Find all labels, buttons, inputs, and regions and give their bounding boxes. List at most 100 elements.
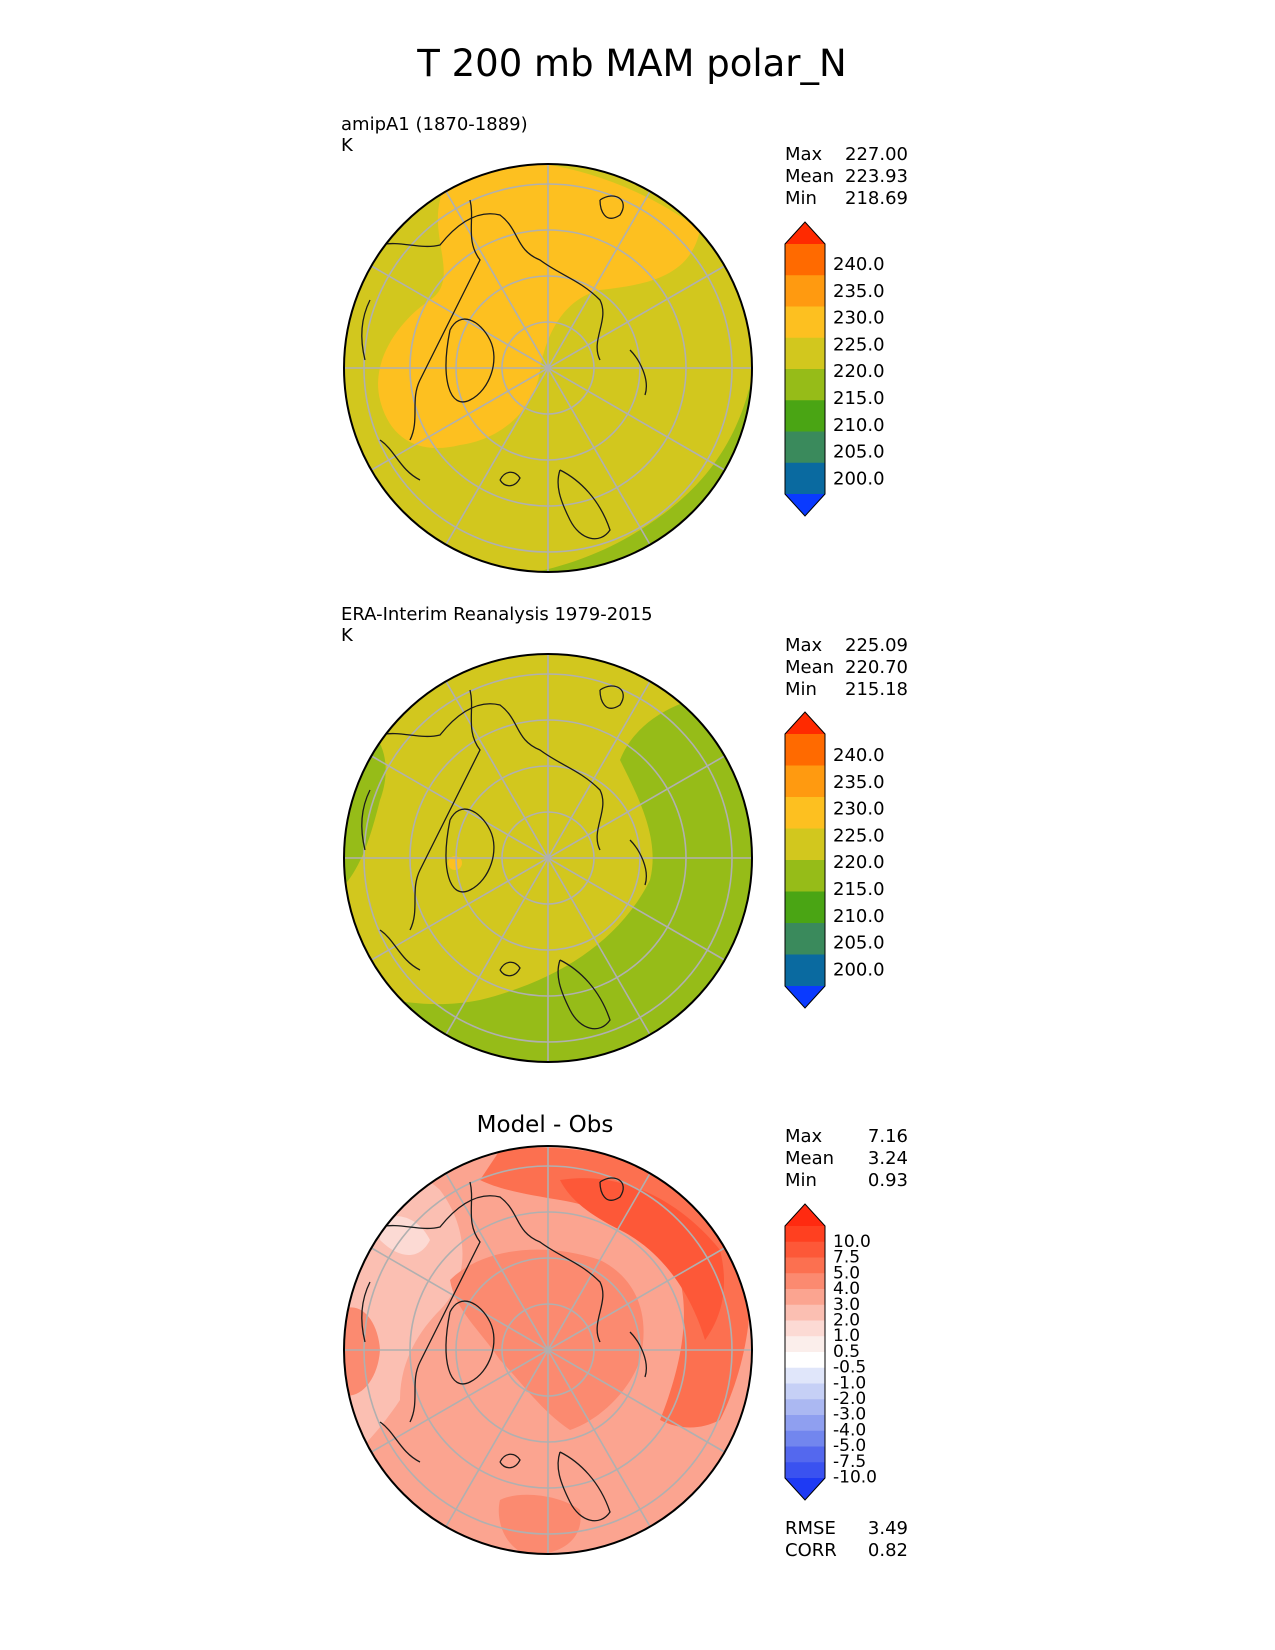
colorbar-segment (785, 860, 825, 892)
colorbar-tick-label: 210.0 (833, 415, 885, 436)
colorbar-segment (785, 1226, 825, 1243)
colorbar-tick-label: 10.0 (833, 1232, 871, 1252)
colorbar-segment (785, 1446, 825, 1463)
stat-value: 225.09 (845, 635, 908, 656)
colorbar-tick-label: 3.0 (833, 1295, 860, 1315)
stat-value: 220.70 (845, 657, 908, 678)
colorbar-segment (785, 828, 825, 861)
colorbar-segment (785, 954, 825, 987)
colorbar-tick-label: -2.0 (833, 1389, 866, 1409)
colorbar-obs: 240.0 235.0 230.0 225.0 220.0 215.0 210.0 205.0… (784, 711, 885, 1009)
colorbar-segment (785, 1367, 825, 1384)
colorbar-segment (785, 797, 825, 829)
metric-value: 0.82 (868, 1540, 908, 1561)
stats-obs: Max 225.09 Mean 220.70 Min 215.18 (785, 635, 908, 700)
colorbar-segment (785, 1304, 825, 1321)
colorbar-segment (785, 244, 825, 276)
colorbar-tick-label: 220.0 (833, 852, 885, 873)
colorbar-tick-label: 205.0 (833, 442, 885, 463)
colorbar-bottom-extend (785, 986, 825, 1008)
colorbar-tick-label: 200.0 (833, 959, 885, 980)
colorbar-tick-label: 5.0 (833, 1263, 860, 1283)
stat-value: 7.16 (868, 1126, 908, 1147)
stat-label: Mean (785, 166, 834, 187)
colorbar-segment (785, 1273, 825, 1290)
colorbar-segment (785, 275, 825, 307)
colorbar-segment (785, 1462, 825, 1479)
colorbar-segment (785, 1430, 825, 1447)
stat-value: 0.93 (868, 1170, 908, 1191)
stat-value: 215.18 (845, 679, 908, 700)
colorbar-segment (785, 1241, 825, 1258)
map-obs (343, 653, 753, 1063)
colorbar-tick-label: 220.0 (833, 361, 885, 382)
colorbar-tick-label: 225.0 (833, 825, 885, 846)
stats-model: Max 227.00 Mean 223.93 Min 218.69 (785, 144, 908, 209)
colorbar-top-extend (785, 222, 825, 244)
colorbar-tick-label: 215.0 (833, 388, 885, 409)
colorbar-segment (785, 462, 825, 495)
panel-obs-units: K (341, 625, 354, 646)
colorbar-tick-label: 210.0 (833, 906, 885, 927)
colorbar-segment (785, 734, 825, 766)
colorbar-segment (785, 765, 825, 798)
colorbar-segment (785, 891, 825, 924)
stats-diff: Max 7.16 Mean 3.24 Min 0.93 (785, 1126, 908, 1191)
colorbar-segment (785, 1352, 825, 1369)
colorbar-segment (785, 1399, 825, 1416)
colorbar-top-extend (785, 712, 825, 734)
colorbar-tick-label: -10.0 (833, 1468, 877, 1488)
colorbar-tick-label: 235.0 (833, 281, 885, 302)
colorbar-tick-label: 240.0 (833, 254, 885, 275)
colorbar-segment (785, 400, 825, 432)
metrics-diff: RMSE 3.49 CORR 0.82 (785, 1518, 908, 1561)
stat-label: Max (785, 144, 823, 165)
panel-model-units: K (341, 135, 354, 156)
colorbar-tick-label: 205.0 (833, 933, 885, 954)
colorbar-segment (785, 1336, 825, 1353)
colorbar-outline (784, 221, 826, 517)
colorbar-tick-label: 240.0 (833, 745, 885, 766)
panel-diff-title: Model - Obs (477, 1112, 614, 1138)
colorbar-model: 240.0 235.0 230.0 225.0 220.0 215.0 210.0 205.0… (784, 221, 885, 517)
colorbar-tick-label: -1.0 (833, 1373, 866, 1393)
colorbar-segment (785, 431, 825, 464)
colorbar-tick-label: -7.5 (833, 1452, 866, 1472)
colorbar-segment (785, 1289, 825, 1306)
metric-value: 3.49 (868, 1518, 908, 1539)
colorbar-bottom-extend (785, 494, 825, 516)
colorbar-segment (785, 1320, 825, 1337)
colorbar-segment (785, 337, 825, 370)
map-model (343, 163, 753, 573)
colorbar-tick-label: -0.5 (833, 1358, 866, 1378)
colorbar-tick-label: 225.0 (833, 334, 885, 355)
figure-title: T 200 mb MAM polar_N (416, 42, 846, 85)
stat-value: 227.00 (845, 144, 908, 165)
colorbar-tick-label: 0.5 (833, 1342, 860, 1362)
stat-label: Max (785, 1126, 823, 1147)
colorbar-tick-label: 230.0 (833, 308, 885, 329)
colorbar-tick-label: 215.0 (833, 879, 885, 900)
colorbar-segment (785, 1415, 825, 1432)
stat-label: Mean (785, 1148, 834, 1169)
metric-label: CORR (785, 1540, 837, 1561)
colorbar-tick-label: 235.0 (833, 772, 885, 793)
stat-value: 218.69 (845, 188, 908, 209)
colorbar-bottom-extend (785, 1478, 825, 1500)
colorbar-diff: 10.07.55.04.03.02.01.00.5-0.5-1.0-2.0-3.… (784, 1203, 877, 1501)
colorbar-tick-label: -5.0 (833, 1436, 866, 1456)
colorbar-segment (785, 923, 825, 955)
colorbar-tick-label: 200.0 (833, 468, 885, 489)
stat-label: Min (785, 679, 817, 700)
colorbar-outline (784, 1203, 826, 1501)
stat-label: Mean (785, 657, 834, 678)
panel-model-title: amipA1 (1870-1889) (341, 114, 528, 135)
colorbar-tick-label: -4.0 (833, 1420, 866, 1440)
metric-label: RMSE (785, 1518, 836, 1539)
stat-value: 223.93 (845, 166, 908, 187)
colorbar-segment (785, 1383, 825, 1400)
colorbar-outline (784, 711, 826, 1009)
colorbar-tick-label: 1.0 (833, 1326, 860, 1346)
colorbar-segment (785, 369, 825, 401)
